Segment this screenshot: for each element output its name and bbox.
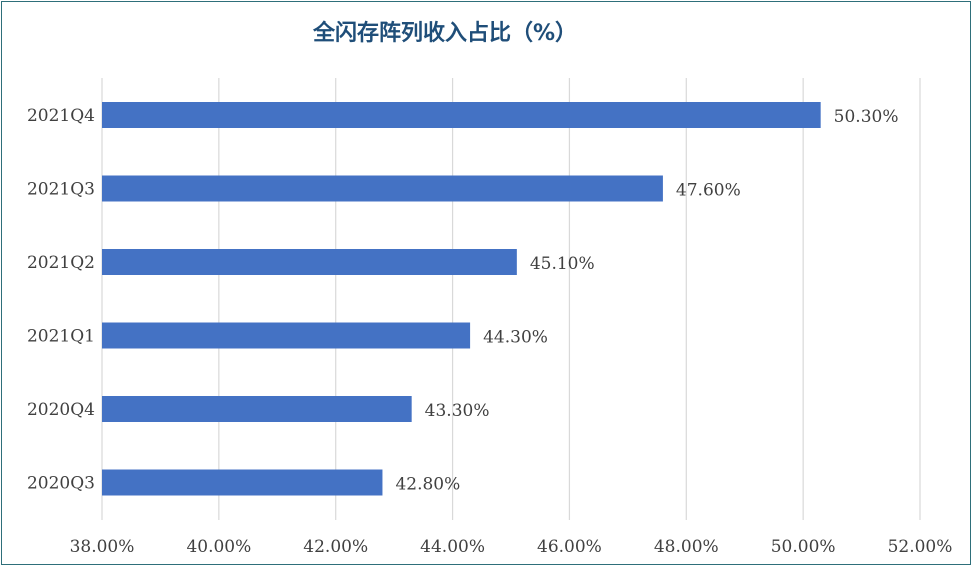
data-label: 45.10%	[530, 254, 595, 274]
data-label: 42.80%	[395, 475, 460, 495]
category-label: 2020Q4	[27, 400, 95, 420]
bars	[102, 102, 821, 496]
x-tick-label: 38.00%	[70, 537, 135, 557]
category-label: 2021Q3	[27, 180, 95, 200]
category-label: 2021Q2	[27, 253, 95, 273]
chart-title: 全闪存阵列收入占比（%）	[312, 20, 577, 46]
x-tick-label: 44.00%	[420, 537, 485, 557]
x-tick-label: 50.00%	[771, 537, 836, 557]
x-tick-label: 52.00%	[888, 537, 953, 557]
bar	[102, 322, 471, 349]
data-labels: 50.30% 47.60% 45.10% 44.30% 43.30% 42.80%	[395, 107, 898, 495]
category-label: 2021Q4	[27, 106, 95, 126]
bar	[102, 249, 517, 275]
bar	[102, 396, 412, 422]
data-label: 50.30%	[834, 107, 899, 127]
data-label: 44.30%	[483, 328, 548, 348]
gridlines	[101, 78, 921, 520]
x-tick-label: 46.00%	[537, 537, 602, 557]
category-labels: 2021Q4 2021Q3 2021Q2 2021Q1 2020Q4 2020Q3	[27, 106, 95, 494]
data-label: 47.60%	[676, 181, 741, 201]
category-label: 2021Q1	[27, 327, 95, 347]
x-tick-label: 40.00%	[186, 537, 251, 557]
data-label: 43.30%	[425, 401, 490, 421]
x-tick-label: 48.00%	[654, 537, 719, 557]
category-label: 2020Q3	[27, 474, 95, 494]
x-axis-ticks: 38.00% 40.00% 42.00% 44.00% 46.00% 48.00% 50.0…	[70, 537, 953, 557]
bar	[102, 469, 383, 496]
x-tick-label: 42.00%	[303, 537, 368, 557]
bar	[102, 102, 821, 128]
bar	[102, 175, 663, 202]
